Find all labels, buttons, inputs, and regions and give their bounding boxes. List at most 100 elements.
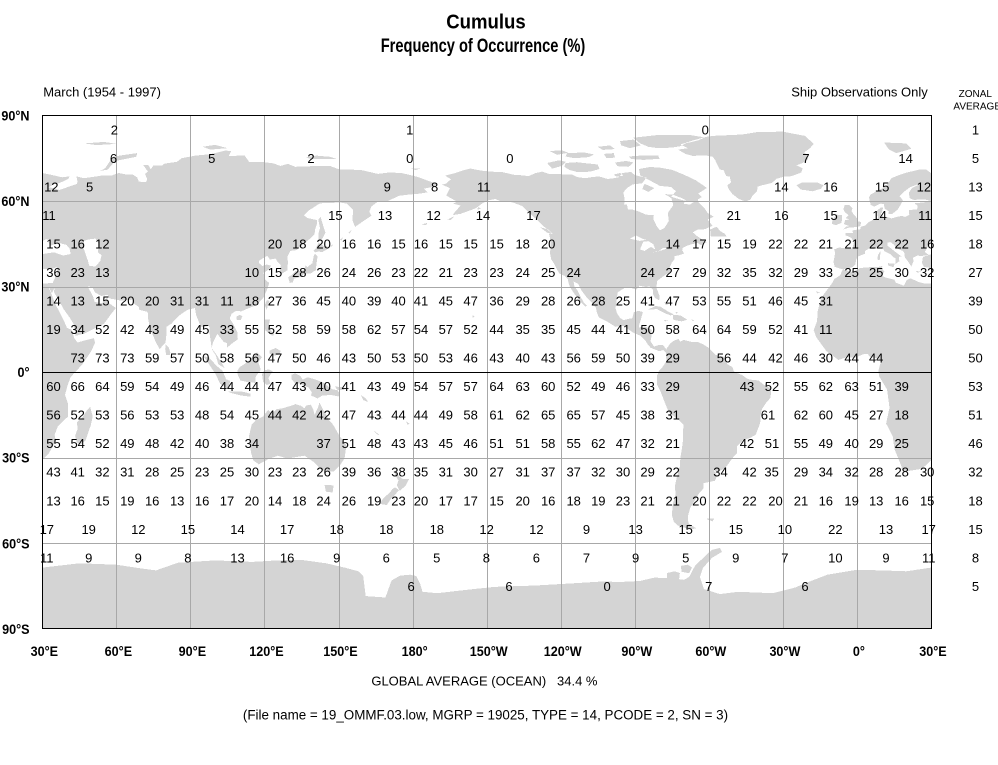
svg-text:52: 52 <box>463 322 477 337</box>
svg-text:34: 34 <box>819 465 833 480</box>
svg-text:40: 40 <box>844 436 858 451</box>
svg-text:15: 15 <box>875 180 889 195</box>
svg-text:60: 60 <box>541 379 555 394</box>
svg-text:26: 26 <box>566 294 580 309</box>
svg-text:43: 43 <box>414 436 428 451</box>
svg-text:29: 29 <box>515 294 529 309</box>
svg-text:35: 35 <box>764 465 778 480</box>
svg-text:7: 7 <box>583 550 590 565</box>
svg-text:58: 58 <box>463 408 477 423</box>
svg-text:23: 23 <box>70 265 84 280</box>
svg-text:40: 40 <box>195 436 209 451</box>
svg-text:62: 62 <box>367 322 381 337</box>
svg-text:59: 59 <box>591 351 605 366</box>
svg-text:30°E: 30°E <box>31 643 59 659</box>
svg-text:33: 33 <box>819 265 833 280</box>
svg-text:32: 32 <box>95 465 109 480</box>
svg-text:31: 31 <box>439 465 453 480</box>
svg-text:28: 28 <box>591 294 605 309</box>
svg-text:12: 12 <box>44 180 58 195</box>
svg-text:11: 11 <box>918 208 932 223</box>
svg-text:17: 17 <box>220 493 234 508</box>
svg-text:20: 20 <box>145 294 159 309</box>
svg-text:22: 22 <box>742 493 756 508</box>
svg-text:15: 15 <box>489 237 503 252</box>
svg-text:55: 55 <box>566 436 580 451</box>
svg-text:29: 29 <box>794 465 808 480</box>
svg-text:2: 2 <box>307 151 314 166</box>
svg-text:12: 12 <box>131 522 145 537</box>
svg-text:5: 5 <box>682 550 689 565</box>
svg-text:7: 7 <box>802 151 809 166</box>
svg-text:47: 47 <box>463 294 477 309</box>
svg-text:6: 6 <box>533 550 540 565</box>
svg-text:25: 25 <box>616 294 630 309</box>
svg-text:16: 16 <box>414 237 428 252</box>
svg-text:90°W: 90°W <box>621 643 652 659</box>
svg-text:37: 37 <box>566 465 580 480</box>
svg-text:15: 15 <box>328 208 342 223</box>
svg-text:56: 56 <box>566 351 580 366</box>
svg-text:34: 34 <box>70 322 84 337</box>
svg-text:28: 28 <box>894 465 908 480</box>
svg-text:46: 46 <box>768 294 782 309</box>
svg-text:47: 47 <box>268 351 282 366</box>
svg-text:38: 38 <box>640 408 654 423</box>
svg-text:17: 17 <box>280 522 294 537</box>
svg-text:43: 43 <box>145 322 159 337</box>
svg-text:15: 15 <box>268 265 282 280</box>
svg-text:60: 60 <box>819 408 833 423</box>
svg-text:32: 32 <box>968 465 982 480</box>
svg-text:7: 7 <box>781 550 788 565</box>
svg-text:73: 73 <box>120 351 134 366</box>
svg-text:180°: 180° <box>402 643 428 659</box>
svg-text:30: 30 <box>245 465 259 480</box>
svg-text:57: 57 <box>439 322 453 337</box>
svg-text:36: 36 <box>292 294 306 309</box>
svg-text:9: 9 <box>135 550 142 565</box>
svg-text:0°: 0° <box>853 643 865 659</box>
svg-text:16: 16 <box>367 237 381 252</box>
svg-text:15: 15 <box>463 237 477 252</box>
svg-text:47: 47 <box>616 436 630 451</box>
svg-text:63: 63 <box>515 379 529 394</box>
svg-text:59: 59 <box>316 322 330 337</box>
svg-text:12: 12 <box>426 208 440 223</box>
svg-text:30: 30 <box>894 265 908 280</box>
svg-text:30: 30 <box>920 465 934 480</box>
svg-text:36: 36 <box>46 265 60 280</box>
svg-text:57: 57 <box>463 379 477 394</box>
svg-text:26: 26 <box>316 265 330 280</box>
svg-text:27: 27 <box>268 294 282 309</box>
svg-text:16: 16 <box>774 208 788 223</box>
svg-text:14: 14 <box>898 151 912 166</box>
svg-text:13: 13 <box>869 493 883 508</box>
svg-text:60°N: 60°N <box>1 193 29 209</box>
svg-text:47: 47 <box>665 294 679 309</box>
svg-text:15: 15 <box>968 208 982 223</box>
svg-text:13: 13 <box>968 180 982 195</box>
svg-text:18: 18 <box>968 493 982 508</box>
svg-text:(File name = 19_OMMF.03.low, M: (File name = 19_OMMF.03.low, MGRP = 1902… <box>243 708 728 723</box>
svg-text:35: 35 <box>742 265 756 280</box>
svg-text:45: 45 <box>794 294 808 309</box>
svg-text:21: 21 <box>665 436 679 451</box>
svg-text:GLOBAL AVERAGE (OCEAN) 34.4: GLOBAL AVERAGE (OCEAN) 34.4 % <box>371 673 598 688</box>
svg-text:42: 42 <box>768 351 782 366</box>
svg-text:20: 20 <box>316 237 330 252</box>
svg-text:62: 62 <box>591 436 605 451</box>
svg-text:15: 15 <box>391 237 405 252</box>
svg-text:17: 17 <box>692 237 706 252</box>
svg-text:0: 0 <box>603 579 610 594</box>
svg-text:14: 14 <box>476 208 490 223</box>
svg-text:46: 46 <box>616 379 630 394</box>
svg-text:48: 48 <box>367 436 381 451</box>
svg-text:17: 17 <box>439 493 453 508</box>
svg-text:45: 45 <box>195 322 209 337</box>
svg-text:46: 46 <box>794 351 808 366</box>
svg-text:13: 13 <box>95 265 109 280</box>
svg-text:41: 41 <box>70 465 84 480</box>
svg-text:39: 39 <box>894 379 908 394</box>
svg-text:0°: 0° <box>17 364 29 380</box>
svg-text:56: 56 <box>46 408 60 423</box>
